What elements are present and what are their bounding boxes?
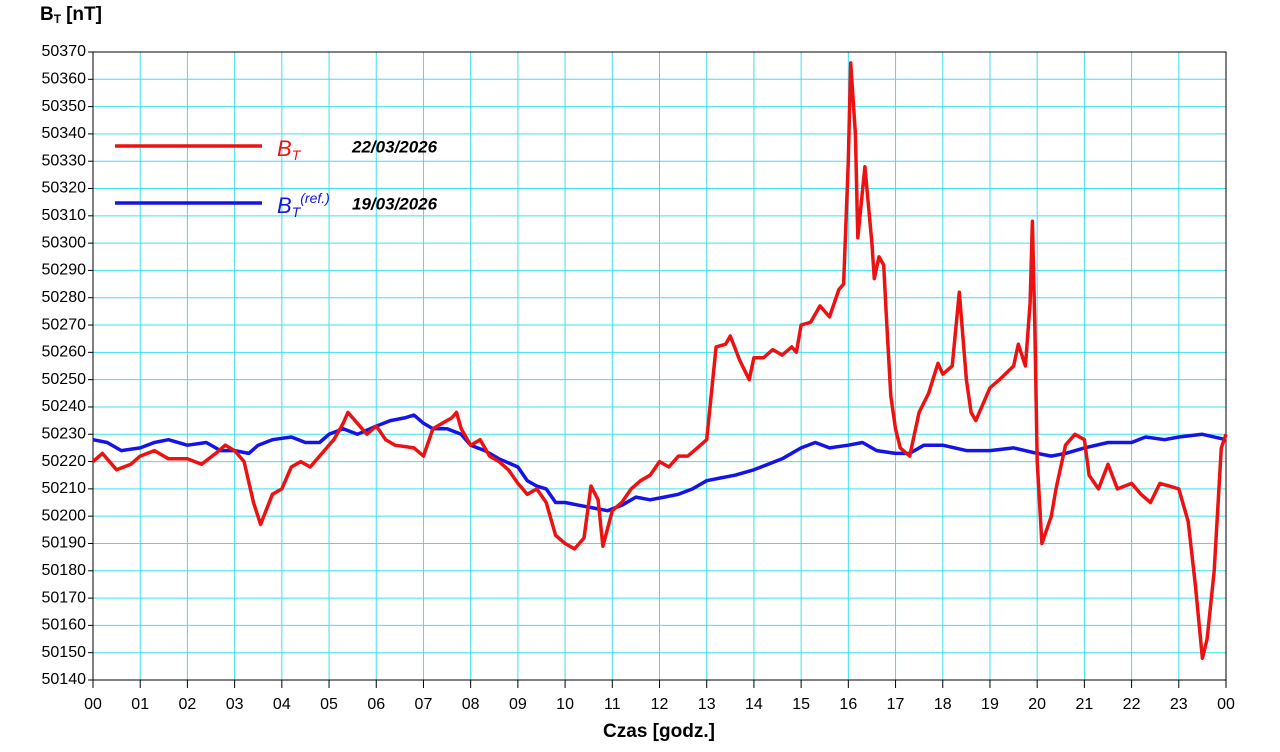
x-tick-label: 05 [320, 696, 338, 713]
x-tick-label: 15 [792, 696, 810, 713]
x-tick-label: 04 [273, 696, 291, 713]
y-tick-label: 50160 [42, 617, 87, 634]
grid [92, 51, 1227, 681]
y-tick-label: 50290 [42, 262, 87, 279]
y-tick-label: 50270 [42, 316, 87, 333]
x-tick-label: 19 [981, 696, 999, 713]
y-tick-label: 50200 [42, 507, 87, 524]
x-axis-title: Czas [godz.] [603, 721, 715, 742]
x-tick-label: 23 [1170, 696, 1188, 713]
y-tick-label: 50310 [42, 207, 87, 224]
y-tick-label: 50210 [42, 480, 87, 497]
y-tick-label: 50150 [42, 644, 87, 661]
y-tick-label: 50230 [42, 425, 87, 442]
x-tick-label: 06 [367, 696, 385, 713]
legend-date: 19/03/2026 [352, 194, 438, 213]
y-tick-label: 50180 [42, 562, 87, 579]
y-tick-label: 50280 [42, 289, 87, 306]
y-tick-label: 50170 [42, 589, 87, 606]
series-line [92, 413, 1227, 513]
y-tick-label: 50360 [42, 71, 87, 88]
x-tick-label: 16 [839, 696, 857, 713]
y-tick-label: 50320 [42, 180, 87, 197]
legend-label: BT [277, 136, 302, 163]
legend-subscript: T [292, 147, 302, 163]
legend-name: B [277, 193, 292, 218]
y-title-main: B [40, 4, 54, 25]
legend-label: BT(ref.) [277, 190, 330, 220]
y-title-unit: [nT] [66, 4, 102, 25]
x-tick-label: 17 [887, 696, 905, 713]
y-tick-label: 50340 [42, 125, 87, 142]
y-tick-label: 50250 [42, 371, 87, 388]
x-tick-label: 12 [651, 696, 669, 713]
series-line [91, 61, 1228, 660]
x-tick-label: 09 [509, 696, 527, 713]
x-tick-label: 14 [745, 696, 763, 713]
x-tick-label: 03 [226, 696, 244, 713]
x-tick-label: 00 [84, 696, 102, 713]
y-tick-label: 50240 [42, 398, 87, 415]
x-tick-label: 11 [604, 696, 621, 713]
x-tick-label: 08 [462, 696, 480, 713]
x-tick-label: 07 [415, 696, 433, 713]
y-tick-label: 50260 [42, 344, 87, 361]
legend-name: B [277, 136, 292, 161]
legend-date: 22/03/2026 [351, 137, 438, 156]
x-tick-label: 21 [1075, 696, 1093, 713]
x-tick-label: 18 [934, 696, 952, 713]
y-tick-label: 50140 [42, 671, 87, 688]
y-title-sub: T [54, 12, 62, 26]
y-axis-title: BT [nT] [40, 4, 102, 26]
legend-subscript: T [292, 204, 302, 220]
y-tick-label: 50300 [42, 234, 87, 251]
y-tick-label: 50330 [42, 152, 87, 169]
x-tick-label: 22 [1123, 696, 1141, 713]
y-tick-label: 50190 [42, 535, 87, 552]
x-tick-label: 10 [556, 696, 574, 713]
x-tick-label: 00 [1217, 696, 1235, 713]
x-tick-label: 20 [1028, 696, 1046, 713]
legend-superscript: (ref.) [300, 190, 330, 206]
x-tick-label: 01 [131, 696, 149, 713]
plot-frame [92, 51, 1227, 681]
x-tick-label: 13 [698, 696, 716, 713]
x-tick-label: 02 [179, 696, 197, 713]
y-tick-label: 50350 [42, 98, 87, 115]
y-tick-label: 50370 [42, 43, 87, 60]
y-tick-label: 50220 [42, 453, 87, 470]
